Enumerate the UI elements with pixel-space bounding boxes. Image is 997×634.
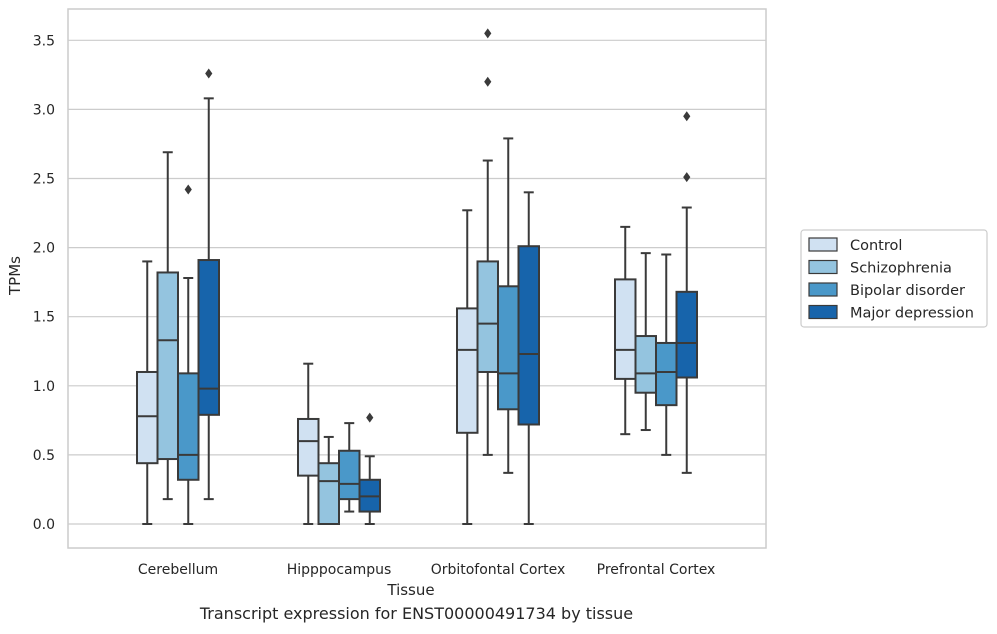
outlier-point — [484, 28, 492, 39]
legend-label: Bipolar disorder — [850, 283, 965, 299]
box-major-depression-2 — [517, 191, 540, 525]
box-bipolar-disorder-1 — [338, 422, 361, 513]
y-tick-label: 0.5 — [33, 448, 55, 464]
box-body — [634, 335, 657, 394]
box-body — [197, 259, 220, 416]
outlier-point — [683, 111, 691, 122]
x-tick-label: Prefrontal Cortex — [597, 562, 716, 578]
legend-label: Major depression — [850, 306, 974, 322]
legend-frame — [800, 229, 988, 328]
box-body — [317, 462, 340, 525]
box-body — [177, 372, 200, 481]
box-body — [456, 307, 479, 434]
box-major-depression-3 — [675, 111, 698, 474]
y-tick-label: 1.0 — [33, 379, 55, 395]
box-major-depression-1 — [358, 412, 381, 525]
outlier-point — [184, 184, 192, 195]
y-tick-label: 0.0 — [33, 517, 55, 533]
legend: Control Schizophrenia Bipolar disorder Majo… — [800, 229, 988, 328]
box-schizophrenia-2 — [476, 28, 499, 456]
box-body — [517, 245, 540, 426]
box-schizophrenia-1 — [317, 435, 340, 525]
box-control-3 — [614, 225, 637, 436]
y-tick-label: 1.5 — [33, 310, 55, 326]
y-tick-label: 3.5 — [33, 33, 55, 49]
box-control-0 — [136, 260, 159, 525]
x-axis-label: Tissue — [386, 581, 434, 599]
legend-swatch — [808, 259, 838, 275]
boxes — [136, 28, 698, 525]
box-control-2 — [456, 209, 479, 525]
box-body — [338, 449, 361, 501]
y-tick-label: 2.5 — [33, 172, 55, 188]
box-body — [476, 260, 499, 373]
box-body — [136, 370, 159, 465]
legend-label: Control — [850, 238, 902, 254]
box-bipolar-disorder-2 — [497, 137, 520, 474]
legend-swatch — [808, 237, 838, 252]
box-body — [614, 278, 637, 380]
box-control-1 — [297, 362, 320, 525]
box-body — [675, 290, 698, 379]
y-tick-label: 3.0 — [33, 102, 55, 118]
y-tick-label: 2.0 — [33, 241, 55, 257]
x-tick-label: Orbitofontal Cortex — [431, 562, 566, 578]
tick-labels: 0.0 0.5 1.0 1.5 2.0 2.5 3.0 3.5 Cerebellum Hipppo… — [33, 33, 716, 578]
legend-swatch — [808, 304, 838, 320]
outlier-point — [683, 172, 691, 183]
box-body — [655, 341, 678, 407]
y-axis-label: TPMs — [6, 256, 24, 296]
box-bipolar-disorder-3 — [655, 253, 678, 456]
box-body — [297, 417, 320, 477]
plot-frame — [67, 8, 767, 549]
box-schizophrenia-0 — [156, 151, 179, 501]
box-bipolar-disorder-0 — [177, 184, 200, 525]
box-body — [497, 285, 520, 411]
outlier-point — [205, 68, 213, 79]
chart-caption: Transcript expression for ENST0000049173… — [199, 604, 634, 623]
legend-swatch — [808, 282, 838, 297]
x-tick-label: Hipppocampus — [287, 562, 392, 578]
x-tick-label: Cerebellum — [138, 562, 218, 578]
outlier-point — [484, 76, 492, 87]
box-body — [156, 271, 179, 461]
outlier-point — [366, 412, 374, 423]
legend-label: Schizophrenia — [850, 261, 952, 277]
box-major-depression-0 — [197, 68, 220, 501]
box-schizophrenia-3 — [634, 252, 657, 432]
